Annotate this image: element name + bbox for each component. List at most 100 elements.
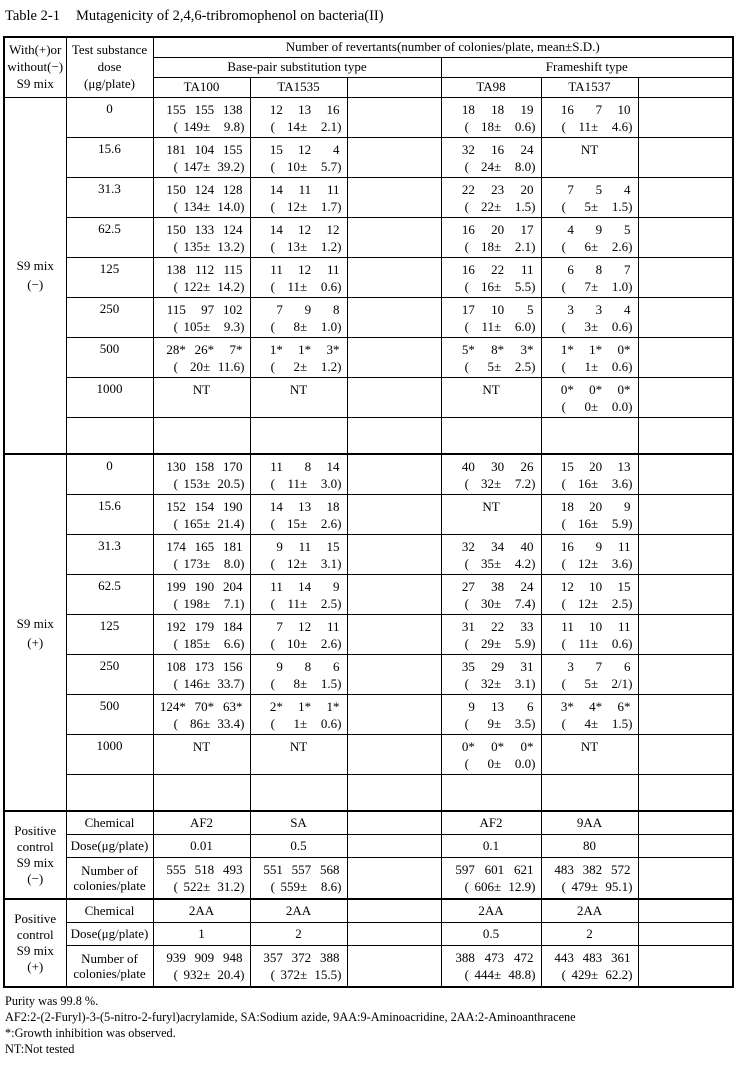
colony-counts: 9 11 15 (251, 535, 346, 555)
mean-value: 16 (481, 278, 495, 294)
colony-counts: 14 12 12 (251, 218, 346, 238)
plus-minus: ± (591, 675, 599, 691)
colony-counts: 483 382 572 (542, 858, 637, 878)
mean-value: 10 (287, 635, 301, 651)
sd-value: 1.0 (611, 278, 629, 294)
plus-minus: ± (591, 595, 599, 611)
mean-value: 4 (584, 715, 592, 731)
revertants-cell-ta1537: 6 8 7(7 ±1.0) (540, 256, 639, 298)
chemical-row-label: Chemical (65, 810, 154, 835)
sd-value: 14.0 (217, 198, 241, 214)
colony-counts: 12 13 16 (251, 98, 346, 118)
mean-sd: (1 ±0.6) (542, 358, 637, 375)
colony-counts: 18 18 19 (442, 98, 540, 118)
revertants-cell-extra1 (346, 96, 442, 138)
sd-value: 3.1 (514, 675, 532, 691)
colony-count: 6 (567, 261, 574, 277)
revertants-cell-extra1 (346, 653, 442, 695)
revertants-cell-ta1535: 2* 1* 1*(1 ±0.6) (249, 693, 348, 735)
revertants-cell-extra1 (346, 573, 442, 615)
plus-minus: ± (300, 476, 308, 491)
open-paren: ( (464, 555, 470, 571)
colony-count: 0* (461, 738, 475, 754)
mean-value: 12 (578, 555, 592, 571)
open-paren: ( (561, 318, 567, 334)
nt-value: NT (580, 738, 599, 754)
colony-count: 13 (491, 698, 505, 714)
revertants-cell-extra2 (637, 96, 734, 138)
revertants-cell-extra2 (637, 493, 734, 535)
colony-counts: 16 9 11 (542, 535, 637, 555)
colony-counts: 155 155 138 (154, 98, 249, 118)
sd-value: 20.5 (217, 476, 241, 491)
number-row-label: Number of colonies/plate (65, 944, 154, 988)
chemical-extra2 (637, 898, 734, 923)
revertants-cell-ta100: 108 173 156(146 ±33.7) (152, 653, 251, 695)
mean-value: 3 (584, 318, 592, 334)
plus-minus: ± (494, 675, 502, 691)
open-paren: ( (561, 278, 567, 294)
close-paren: ) (337, 515, 342, 531)
mean-sd: (12 ±3.6) (542, 555, 637, 572)
colony-count: 6 (333, 658, 340, 674)
colony-count: 3 (567, 658, 574, 674)
open-paren: ( (173, 555, 179, 571)
sd-value: 3.1 (320, 555, 338, 571)
open-paren: ( (270, 318, 276, 334)
revertants-cell-ta1537 (540, 773, 639, 812)
colony-count: 70* (194, 698, 215, 714)
open-paren: ( (173, 198, 179, 214)
colony-count: 11 (270, 459, 283, 474)
dose-value: 15.6 (65, 493, 154, 535)
table-title-text: Mutagenicity of 2,4,6-tribromophenol on … (75, 8, 384, 24)
revertants-cell-ta1537: 4 9 5(6 ±2.6) (540, 216, 639, 258)
colony-counts: 17 10 5 (442, 298, 540, 318)
mean-sd: (10 ±5.7) (251, 158, 346, 175)
sd-value: 0.0 (611, 398, 629, 414)
colony-counts: 14 13 18 (251, 495, 346, 515)
close-paren: ) (628, 398, 633, 414)
header-strain-ta1535: TA1535 (249, 76, 348, 98)
plus-minus: ± (203, 198, 211, 214)
close-paren: ) (240, 238, 245, 254)
header-s9-line1: With(+)or (9, 41, 62, 57)
colony-counts: 108 173 156 (154, 655, 249, 675)
colony-count: 11 (298, 538, 312, 554)
colony-count: 173 (194, 658, 215, 674)
open-paren: ( (464, 318, 470, 334)
close-paren: ) (531, 878, 536, 894)
dose-value: 0 (65, 96, 154, 138)
colony-count: 26* (194, 341, 215, 357)
revertants-cell-ta100: 130 158 170(153 ±20.5) (152, 453, 251, 495)
mean-value: 8 (293, 318, 301, 334)
sd-value: 3.0 (320, 476, 338, 491)
plus-minus: ± (203, 675, 211, 691)
close-paren: ) (531, 476, 536, 491)
revertants-cell-extra1 (346, 256, 442, 298)
colony-count: 14 (269, 221, 283, 237)
mean-value: 5 (584, 198, 592, 214)
plus-minus: ± (300, 595, 308, 611)
colony-count: 104 (194, 141, 215, 157)
colony-count: 0* (560, 381, 574, 397)
pc-count-extra1 (346, 856, 442, 900)
colony-count: 18 (560, 498, 574, 514)
revertants-cell-ta1537: 7 5 4(5 ±1.5) (540, 176, 639, 218)
open-paren: ( (561, 715, 567, 731)
colony-count: 34 (491, 538, 505, 554)
colony-count: 483 (554, 861, 574, 877)
colony-count: 7 (276, 301, 283, 317)
colony-counts: 2* 1* 1* (251, 695, 346, 715)
mean-sd: (22 ±1.5) (442, 198, 540, 215)
plus-minus: ± (591, 715, 599, 731)
colony-count: 170 (223, 459, 243, 474)
revertants-cell-ta98: 35 29 31(32 ±3.1) (440, 653, 542, 695)
colony-counts: 199 190 204 (154, 575, 249, 595)
close-paren: ) (337, 555, 342, 571)
mean-value: 165 (183, 515, 204, 531)
mean-value: 24 (481, 158, 495, 174)
mean-value: 12 (578, 595, 592, 611)
mean-sd: (5 ±2/1) (542, 675, 637, 692)
colony-count: 1* (298, 698, 312, 714)
revertants-cell-ta1537: NT (540, 733, 639, 775)
